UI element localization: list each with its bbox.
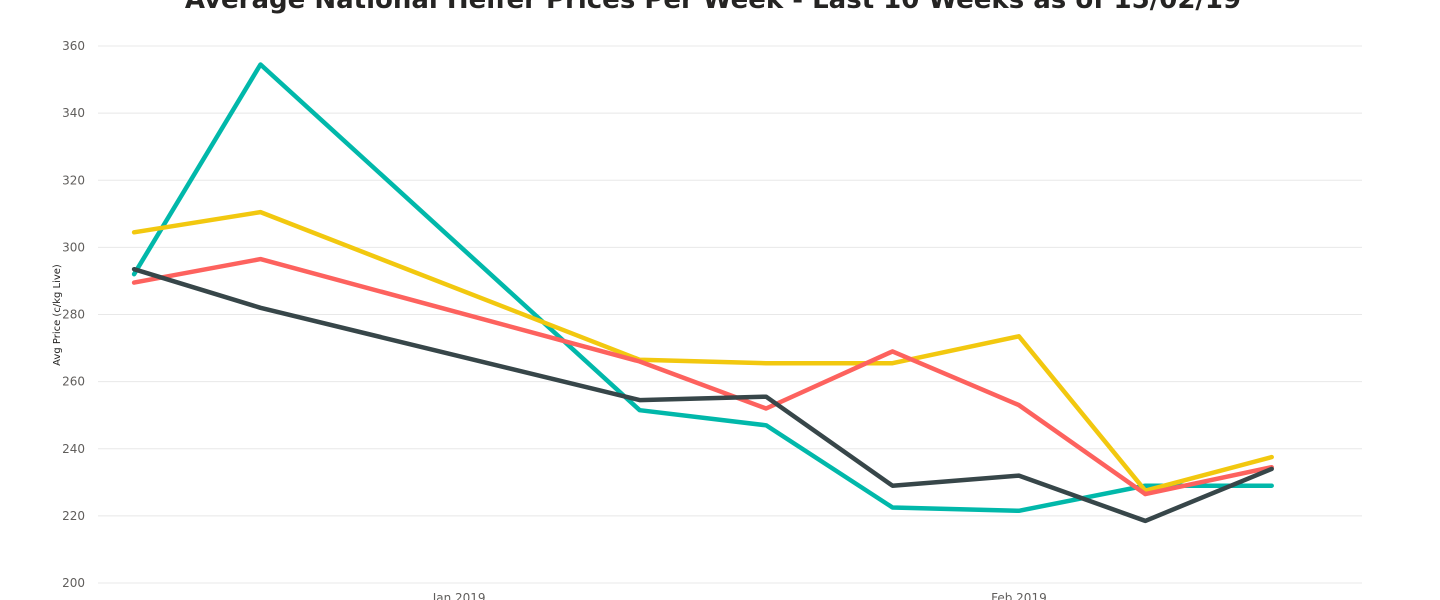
series-line-3: [131, 256, 1274, 497]
gridlines: [98, 45, 1362, 584]
y-axis-ticks: 200 220 240 260 280 300 320 340 360: [62, 39, 85, 590]
y-tick-label: 240: [62, 442, 85, 456]
x-tick-label: Feb 2019: [991, 591, 1047, 600]
y-tick-label: 220: [62, 509, 85, 523]
y-tick-label: 360: [62, 39, 85, 53]
y-tick-label: 320: [62, 173, 85, 187]
y-tick-label: 280: [62, 308, 85, 322]
series-line-1: [131, 62, 1274, 514]
y-tick-label: 260: [62, 375, 85, 389]
x-axis-ticks: Jan 2019 Feb 2019: [432, 591, 1047, 600]
y-axis-label: Avg Price (c/kg Live): [52, 264, 63, 366]
y-tick-label: 200: [62, 576, 85, 590]
y-tick-label: 300: [62, 240, 85, 254]
x-tick-label: Jan 2019: [432, 591, 486, 600]
series-lines: [131, 62, 1274, 524]
y-tick-label: 340: [62, 106, 85, 120]
series-line-2: [131, 209, 1274, 493]
chart-title: Average National Heifer Prices Per Week …: [185, 0, 1241, 15]
series-line-4: [131, 266, 1274, 524]
